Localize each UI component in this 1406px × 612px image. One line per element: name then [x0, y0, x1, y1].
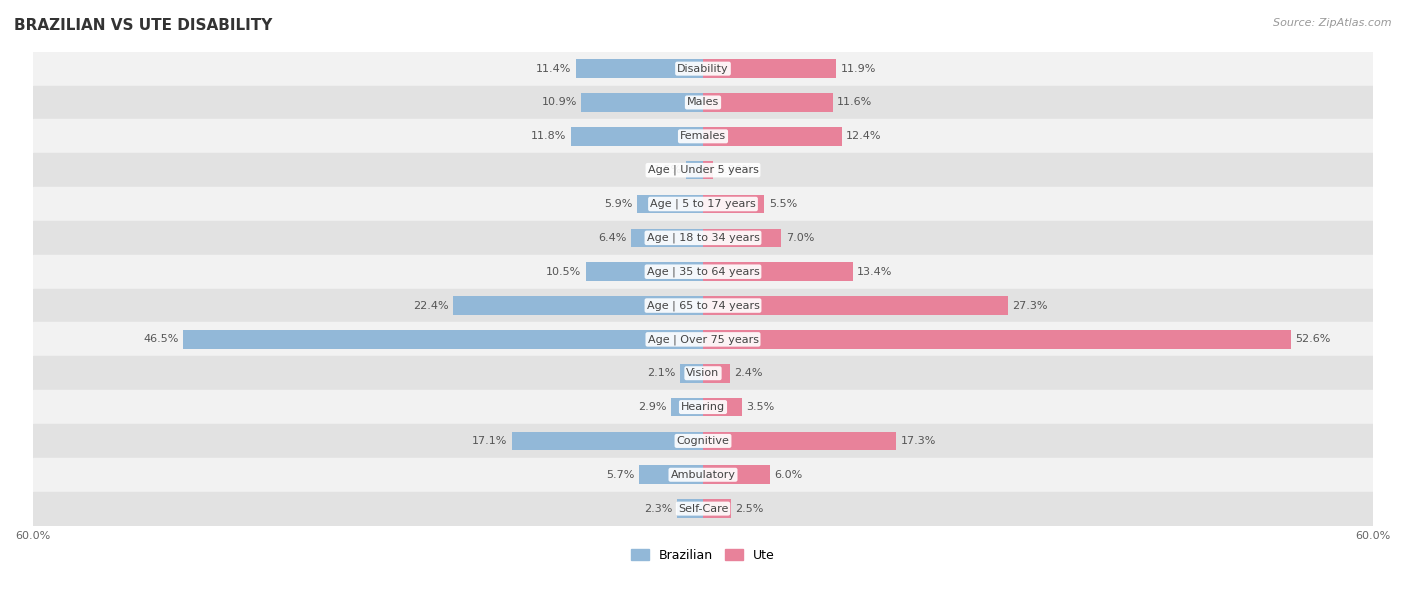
- Bar: [586, 263, 703, 281]
- Text: 17.3%: 17.3%: [901, 436, 936, 446]
- Text: Age | 18 to 34 years: Age | 18 to 34 years: [647, 233, 759, 243]
- Text: BRAZILIAN VS UTE DISABILITY: BRAZILIAN VS UTE DISABILITY: [14, 18, 273, 34]
- Text: Age | 35 to 64 years: Age | 35 to 64 years: [647, 266, 759, 277]
- Text: 10.9%: 10.9%: [541, 97, 576, 108]
- Bar: [703, 127, 842, 146]
- Bar: [453, 296, 703, 315]
- Text: 11.6%: 11.6%: [837, 97, 872, 108]
- Bar: [703, 59, 837, 78]
- Text: 11.8%: 11.8%: [531, 132, 567, 141]
- Bar: [703, 330, 1291, 349]
- Text: Age | Over 75 years: Age | Over 75 years: [648, 334, 758, 345]
- Text: 11.4%: 11.4%: [536, 64, 571, 73]
- Text: Disability: Disability: [678, 64, 728, 73]
- Text: 17.1%: 17.1%: [472, 436, 508, 446]
- Bar: [32, 424, 1374, 458]
- Legend: Brazilian, Ute: Brazilian, Ute: [626, 543, 780, 567]
- Text: 2.1%: 2.1%: [647, 368, 675, 378]
- Bar: [703, 466, 770, 484]
- Bar: [32, 289, 1374, 323]
- Bar: [575, 59, 703, 78]
- Bar: [703, 398, 742, 416]
- Bar: [581, 93, 703, 112]
- Text: Self-Care: Self-Care: [678, 504, 728, 513]
- Text: Hearing: Hearing: [681, 402, 725, 412]
- Bar: [703, 93, 832, 112]
- Text: 5.5%: 5.5%: [769, 199, 797, 209]
- Bar: [32, 356, 1374, 390]
- Bar: [703, 161, 713, 179]
- Bar: [32, 323, 1374, 356]
- Text: Age | 65 to 74 years: Age | 65 to 74 years: [647, 300, 759, 311]
- Bar: [512, 431, 703, 450]
- Bar: [32, 119, 1374, 153]
- Text: Source: ZipAtlas.com: Source: ZipAtlas.com: [1274, 18, 1392, 28]
- Bar: [703, 228, 782, 247]
- Text: 13.4%: 13.4%: [858, 267, 893, 277]
- Text: Age | Under 5 years: Age | Under 5 years: [648, 165, 758, 176]
- Bar: [703, 364, 730, 382]
- Text: 1.5%: 1.5%: [654, 165, 682, 175]
- Text: 7.0%: 7.0%: [786, 233, 814, 243]
- Text: 2.3%: 2.3%: [644, 504, 673, 513]
- Text: Ambulatory: Ambulatory: [671, 470, 735, 480]
- Bar: [640, 466, 703, 484]
- Bar: [703, 431, 896, 450]
- Text: Males: Males: [688, 97, 718, 108]
- Text: 3.5%: 3.5%: [747, 402, 775, 412]
- Text: 5.7%: 5.7%: [606, 470, 636, 480]
- Text: 2.4%: 2.4%: [734, 368, 763, 378]
- Bar: [703, 263, 852, 281]
- Text: Age | 5 to 17 years: Age | 5 to 17 years: [650, 199, 756, 209]
- Bar: [32, 390, 1374, 424]
- Text: 22.4%: 22.4%: [412, 300, 449, 310]
- Text: Vision: Vision: [686, 368, 720, 378]
- Bar: [32, 86, 1374, 119]
- Bar: [32, 187, 1374, 221]
- Bar: [703, 296, 1008, 315]
- Text: 6.4%: 6.4%: [599, 233, 627, 243]
- Text: Cognitive: Cognitive: [676, 436, 730, 446]
- Bar: [637, 195, 703, 214]
- Bar: [32, 221, 1374, 255]
- Text: 46.5%: 46.5%: [143, 334, 179, 345]
- Bar: [32, 52, 1374, 86]
- Bar: [32, 255, 1374, 289]
- Bar: [686, 161, 703, 179]
- Text: 11.9%: 11.9%: [841, 64, 876, 73]
- Bar: [32, 491, 1374, 526]
- Text: Females: Females: [681, 132, 725, 141]
- Bar: [32, 458, 1374, 491]
- Bar: [703, 195, 765, 214]
- Bar: [671, 398, 703, 416]
- Bar: [183, 330, 703, 349]
- Text: 12.4%: 12.4%: [846, 132, 882, 141]
- Bar: [631, 228, 703, 247]
- Text: 2.9%: 2.9%: [638, 402, 666, 412]
- Bar: [678, 499, 703, 518]
- Bar: [32, 153, 1374, 187]
- Text: 52.6%: 52.6%: [1295, 334, 1330, 345]
- Text: 6.0%: 6.0%: [775, 470, 803, 480]
- Text: 10.5%: 10.5%: [546, 267, 581, 277]
- Text: 0.86%: 0.86%: [717, 165, 752, 175]
- Bar: [571, 127, 703, 146]
- Bar: [703, 499, 731, 518]
- Text: 2.5%: 2.5%: [735, 504, 763, 513]
- Bar: [679, 364, 703, 382]
- Text: 27.3%: 27.3%: [1012, 300, 1047, 310]
- Text: 5.9%: 5.9%: [605, 199, 633, 209]
